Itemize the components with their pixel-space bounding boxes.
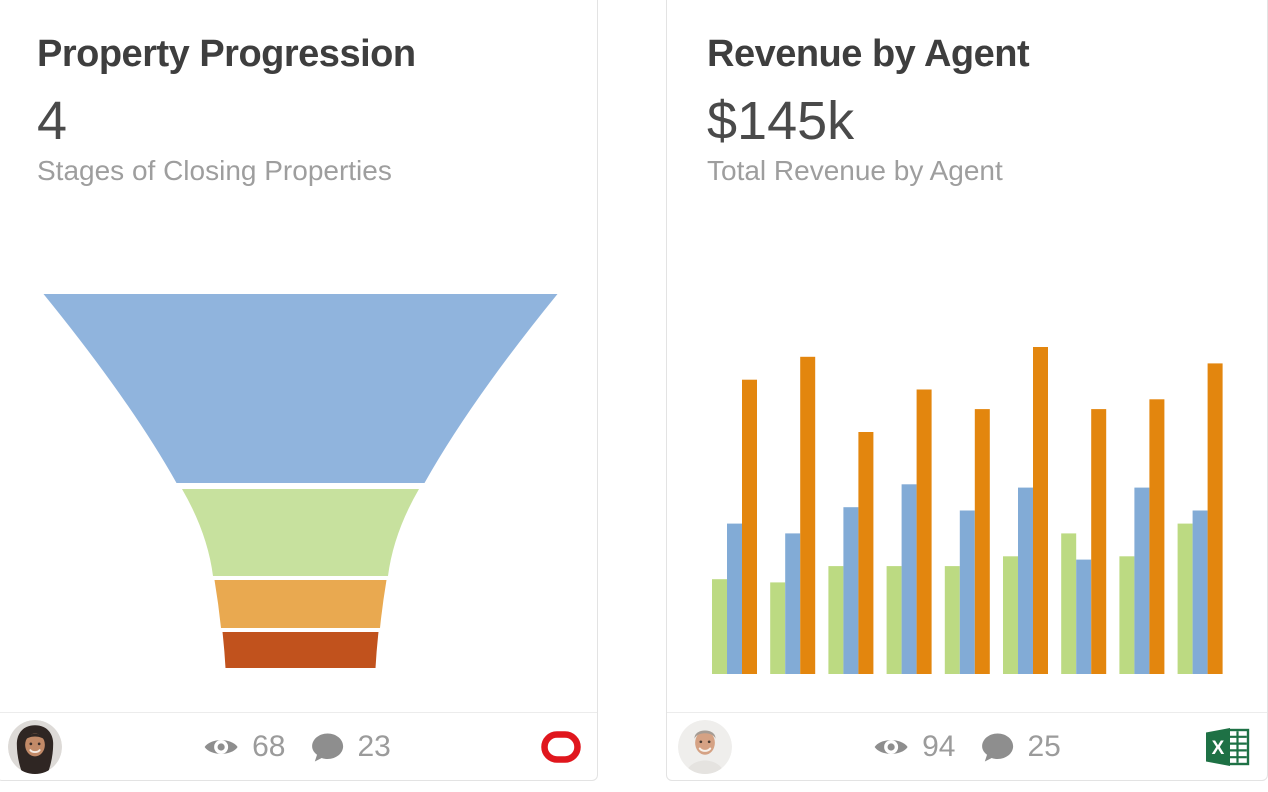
bar-agent-6-series-1[interactable]: [1003, 556, 1018, 674]
avatar-male-agent[interactable]: [678, 719, 732, 774]
female-agent-photo: [8, 719, 62, 774]
bar-agent-8-series-3[interactable]: [1149, 399, 1165, 674]
views-count: 94: [922, 729, 956, 763]
card-subtitle: Total Revenue by Agent: [707, 155, 1003, 187]
funnel-stage-3[interactable]: [214, 580, 387, 628]
bar-agent-3-series-1[interactable]: [828, 566, 844, 674]
bar-agent-7-series-2[interactable]: [1076, 559, 1092, 674]
bar-agent-5-series-3[interactable]: [974, 409, 990, 674]
bar-agent-5-series-1[interactable]: [944, 566, 960, 674]
card-subtitle: Stages of Closing Properties: [37, 155, 392, 187]
bar-agent-8-series-1[interactable]: [1119, 556, 1135, 674]
views-eye-icon: [874, 739, 908, 754]
comments-bubble-icon: [312, 733, 344, 761]
bar-agent-7-series-3[interactable]: [1091, 409, 1107, 674]
excel-icon[interactable]: X: [1203, 726, 1251, 768]
metric-value: $145k: [707, 90, 855, 151]
male-agent-photo: [678, 719, 732, 774]
bar-agent-8-series-2[interactable]: [1134, 487, 1150, 674]
bar-agent-1-series-3[interactable]: [742, 379, 757, 674]
bar-agent-7-series-1[interactable]: [1061, 533, 1077, 674]
bar-agent-6-series-2[interactable]: [1018, 487, 1033, 674]
funnel-stage-4[interactable]: [222, 632, 379, 668]
card-property-progression[interactable]: Property Progression 4 Stages of Closing…: [0, 0, 598, 781]
bar-agent-1-series-2[interactable]: [727, 523, 742, 674]
bar-agent-3-series-3[interactable]: [858, 432, 874, 674]
bar-agent-2-series-2[interactable]: [785, 533, 801, 674]
metric-value: 4: [37, 90, 68, 151]
card-title: Revenue by Agent: [707, 33, 1030, 75]
avatar-female-agent[interactable]: [8, 719, 62, 774]
svg-text:X: X: [1212, 738, 1225, 759]
card-header: Revenue by Agent $145k Total Revenue by …: [667, 0, 1267, 188]
bar-agent-9-series-1[interactable]: [1177, 523, 1193, 674]
comments-count: 25: [1027, 729, 1061, 763]
bar-agent-9-series-3[interactable]: [1207, 363, 1223, 674]
bar-agent-2-series-3[interactable]: [800, 356, 816, 674]
bar-agent-1-series-1[interactable]: [712, 579, 727, 674]
bar-agent-4-series-1[interactable]: [886, 566, 902, 674]
revenue-bar-chart[interactable]: [667, 321, 1268, 681]
bar-agent-5-series-2[interactable]: [959, 510, 975, 675]
bar-agent-4-series-3[interactable]: [916, 389, 932, 675]
bar-agent-3-series-2[interactable]: [843, 507, 859, 674]
card-footer: 68 23: [0, 712, 597, 780]
engagement-stats: 94 25: [873, 730, 1061, 764]
funnel-chart[interactable]: [0, 291, 599, 691]
funnel-stage-2[interactable]: [182, 489, 419, 576]
views-eye-icon: [204, 739, 238, 754]
funnel-stage-1[interactable]: [43, 294, 558, 483]
card-footer: 94 25 X: [667, 712, 1267, 780]
oracle-icon[interactable]: [541, 730, 581, 763]
card-header: Property Progression 4 Stages of Closing…: [0, 0, 597, 188]
comments-bubble-icon: [982, 733, 1014, 761]
card-title: Property Progression: [37, 33, 416, 75]
card-revenue-by-agent[interactable]: Revenue by Agent $145k Total Revenue by …: [666, 0, 1268, 781]
comments-count: 23: [357, 729, 391, 763]
bar-agent-4-series-2[interactable]: [901, 484, 917, 674]
bar-agent-6-series-3[interactable]: [1033, 347, 1048, 674]
bar-agent-9-series-2[interactable]: [1192, 510, 1208, 675]
views-count: 68: [252, 729, 286, 763]
engagement-stats: 68 23: [203, 730, 391, 764]
bar-agent-2-series-1[interactable]: [770, 582, 786, 674]
